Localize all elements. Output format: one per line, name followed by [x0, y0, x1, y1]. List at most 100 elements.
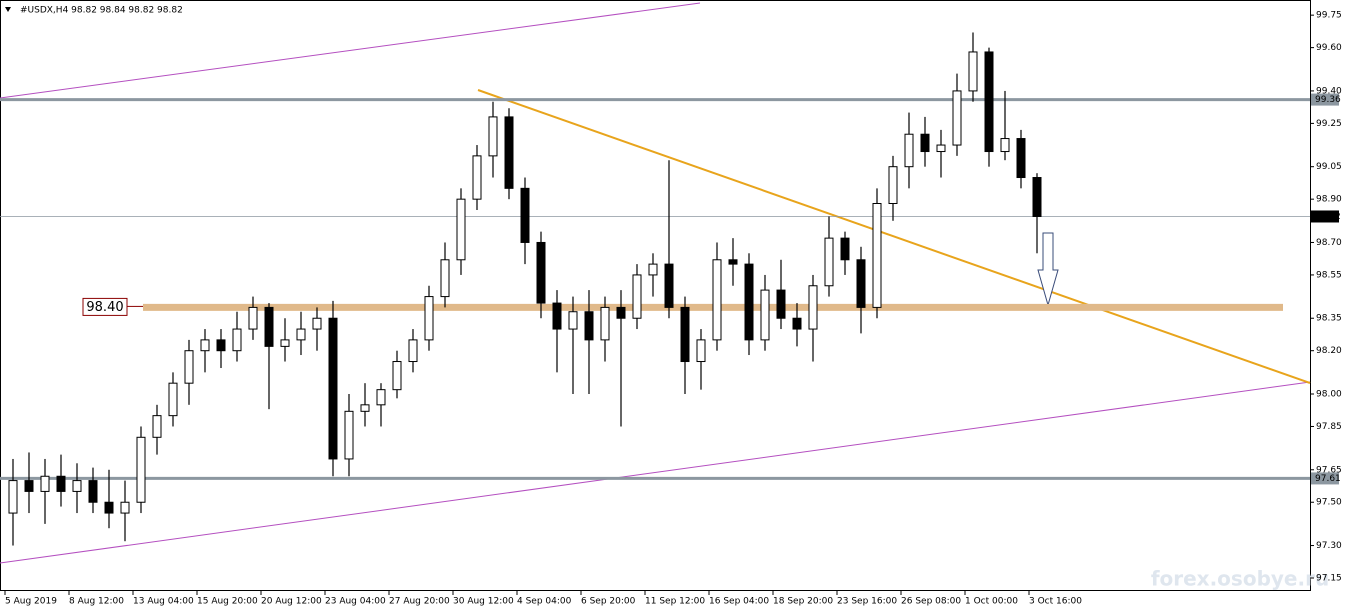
- x-tick-label: 15 Aug 20:00: [197, 597, 258, 607]
- y-tick-label: 98.90: [1316, 195, 1342, 205]
- x-tick-label: 16 Sep 04:00: [709, 597, 769, 607]
- candle-body: [440, 259, 450, 298]
- price-tag-label: 99.36: [1315, 95, 1341, 105]
- y-tick-label: 98.70: [1316, 238, 1342, 248]
- candle-body: [712, 259, 722, 341]
- x-tick-label: 1 Oct 00:00: [965, 597, 1018, 607]
- candle-body: [760, 289, 770, 341]
- channel-lower: [0, 381, 1311, 564]
- y-tick-label: 97.30: [1316, 541, 1342, 551]
- candle-body: [648, 263, 658, 276]
- x-tick-label: 8 Aug 12:00: [69, 597, 124, 607]
- price-tag: [1311, 93, 1339, 106]
- candle-body: [184, 350, 194, 384]
- down-arrow: [1037, 232, 1059, 307]
- candle-body: [952, 90, 962, 146]
- trend-line: [477, 89, 1311, 384]
- candle-body: [808, 285, 818, 330]
- candle-body: [824, 237, 834, 287]
- x-tick-label: 6 Sep 20:00: [581, 597, 636, 607]
- candle-body: [312, 317, 322, 330]
- price-tag-label: 97.61: [1315, 474, 1341, 484]
- channel-upper: [0, 2, 701, 99]
- candle-body: [584, 311, 594, 341]
- candle-body: [248, 306, 258, 330]
- candle-body: [776, 289, 786, 319]
- watermark: forex.osobye.ru: [1151, 567, 1329, 591]
- x-tick-label: 5 Aug 2019: [5, 597, 57, 607]
- candle-body: [904, 133, 914, 168]
- x-tick-label: 30 Aug 12:00: [453, 597, 514, 607]
- candle-body: [408, 339, 418, 363]
- candle-body: [344, 410, 354, 460]
- price-tag: [1311, 472, 1339, 485]
- y-tick-label: 97.85: [1316, 422, 1342, 432]
- candle-body: [792, 317, 802, 330]
- candle-body: [872, 202, 882, 308]
- candle-body: [536, 241, 546, 304]
- candle-body: [520, 187, 530, 243]
- candle-body: [232, 328, 242, 352]
- y-tick-label: 99.60: [1316, 43, 1342, 53]
- candle-body: [664, 263, 674, 308]
- candle-body: [24, 480, 34, 492]
- y-tick-label: 98.35: [1316, 314, 1342, 324]
- candle-body: [216, 339, 226, 352]
- candle-body: [920, 133, 930, 153]
- chart-title: #USDX,H4 98.82 98.84 98.82 98.82: [20, 6, 183, 16]
- candle-body: [280, 339, 290, 347]
- x-tick-label: 26 Sep 08:00: [901, 597, 961, 607]
- y-tick-label: 98.55: [1316, 270, 1342, 280]
- candle-body: [680, 306, 690, 363]
- y-tick-label: 98.00: [1316, 390, 1342, 400]
- y-tick-label: 99.05: [1316, 162, 1342, 172]
- candle-body: [8, 480, 18, 514]
- candle-body: [472, 155, 482, 200]
- candle-body: [600, 306, 610, 341]
- candle-body: [72, 480, 82, 492]
- candle-body: [40, 475, 50, 492]
- y-tick-label: 97.65: [1316, 465, 1342, 475]
- title-icon: [5, 7, 11, 12]
- candle-body: [424, 296, 434, 341]
- candle-body: [984, 51, 994, 153]
- candle-body: [552, 302, 562, 330]
- level-label-box: [82, 297, 128, 316]
- candle-body: [728, 259, 738, 265]
- candle-body: [56, 475, 66, 492]
- candle-body: [1016, 138, 1026, 179]
- candle-body: [120, 501, 130, 514]
- price-tag: [1311, 210, 1339, 223]
- y-tick-label: 99.25: [1316, 119, 1342, 129]
- candle-body: [968, 51, 978, 92]
- candle-body: [136, 436, 146, 503]
- x-tick-label: 23 Aug 04:00: [325, 597, 386, 607]
- x-tick-label: 23 Sep 16:00: [837, 597, 897, 607]
- x-tick-label: 11 Sep 12:00: [645, 597, 705, 607]
- candle-body: [488, 116, 498, 157]
- candle-body: [840, 237, 850, 261]
- candle-body: [456, 198, 466, 261]
- level-label: 98.40: [86, 300, 123, 315]
- y-tick-label: 98.20: [1316, 346, 1342, 356]
- x-tick-label: 27 Aug 20:00: [389, 597, 450, 607]
- candle-body: [328, 317, 338, 460]
- candle-body: [696, 339, 706, 363]
- candle-body: [1032, 177, 1042, 217]
- plot-frame: [0, 0, 1311, 591]
- candle-body: [88, 480, 98, 503]
- candle-body: [856, 259, 866, 308]
- candle-body: [504, 116, 514, 189]
- y-tick-label: 97.50: [1316, 498, 1342, 508]
- y-tick-label: 97.15: [1316, 574, 1342, 584]
- candle-body: [264, 306, 274, 347]
- candle-body: [632, 274, 642, 319]
- y-tick-label: 99.40: [1316, 86, 1342, 96]
- candle-body: [1000, 138, 1010, 153]
- candle-body: [936, 144, 946, 153]
- x-tick-label: 3 Oct 16:00: [1029, 597, 1082, 607]
- candle-body: [152, 415, 162, 438]
- candle-body: [104, 501, 114, 514]
- candle-body: [392, 361, 402, 391]
